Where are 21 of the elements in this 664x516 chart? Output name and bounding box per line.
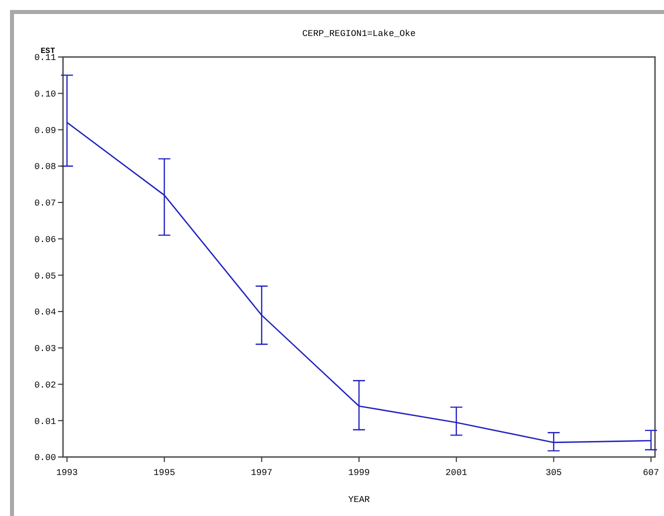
x-tick-label: 305 xyxy=(546,468,562,478)
x-tick-label: 1997 xyxy=(250,468,272,478)
x-tick-label: 2001 xyxy=(446,468,468,478)
y-tick-label: 0.02 xyxy=(34,380,56,390)
y-tick-label: 0.05 xyxy=(34,271,56,282)
y-tick-label: 0.07 xyxy=(34,198,56,209)
y-tick-label: 0.06 xyxy=(34,234,56,245)
x-axis-title: YEAR xyxy=(348,495,370,505)
y-tick-label: 0.11 xyxy=(34,53,56,64)
y-tick-label: 0.08 xyxy=(34,162,56,172)
x-tick-label: 607 xyxy=(642,468,660,478)
y-tick-label: 0.10 xyxy=(34,90,56,100)
chart-title: CERP_REGION1=Lake_Oke xyxy=(302,29,416,39)
x-tick-label: 1993 xyxy=(56,468,78,478)
x-tick-label: 1995 xyxy=(154,468,176,478)
y-tick-label: 0.09 xyxy=(34,126,56,136)
x-tick-label: 1999 xyxy=(348,468,370,478)
y-tick-label: 0.00 xyxy=(34,453,56,464)
y-tick-label: 0.04 xyxy=(34,308,56,318)
y-tick-label: 0.01 xyxy=(34,416,56,427)
y-tick-label: 0.03 xyxy=(34,344,56,354)
